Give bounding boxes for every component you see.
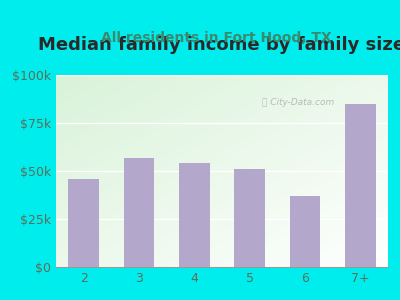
Bar — [179, 163, 210, 267]
Bar — [124, 158, 154, 267]
Text: All residents in Fort Hood, TX: All residents in Fort Hood, TX — [101, 32, 331, 46]
Text: ⓓ City-Data.com: ⓓ City-Data.com — [262, 98, 334, 107]
Bar — [290, 196, 320, 267]
Bar — [234, 169, 265, 267]
Title: Median family income by family size: Median family income by family size — [38, 36, 400, 54]
Bar — [68, 179, 99, 267]
Bar — [345, 104, 376, 267]
